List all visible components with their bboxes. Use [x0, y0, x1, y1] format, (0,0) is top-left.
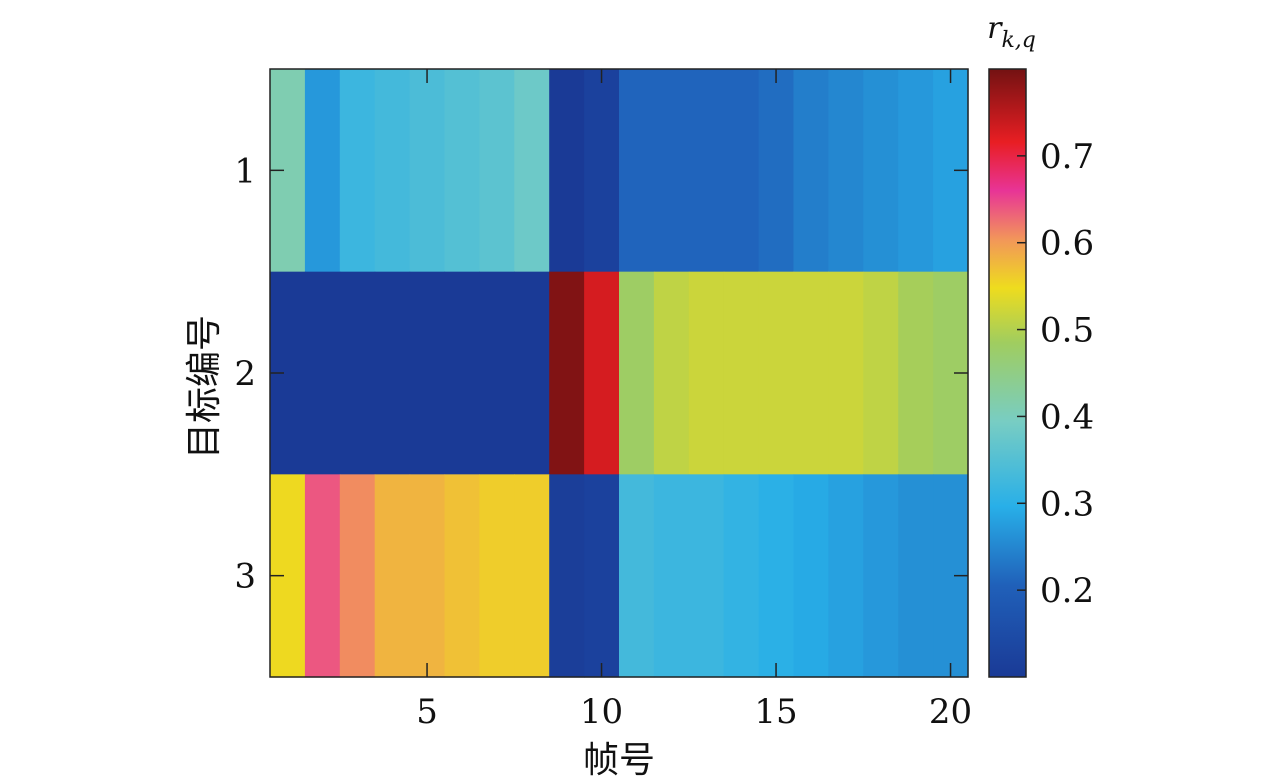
heatmap-cell — [514, 69, 550, 273]
heatmap-cell — [339, 474, 376, 678]
heatmap-cell — [653, 474, 690, 678]
heatmap-cell — [688, 271, 725, 475]
heatmap-cell — [793, 474, 829, 678]
heatmap-cell — [758, 271, 795, 475]
heatmap-cell — [723, 271, 760, 475]
heatmap-cell — [409, 69, 446, 273]
heatmap-cell — [444, 69, 480, 273]
heatmap-cell — [828, 69, 864, 273]
y-tick-label: 2 — [234, 354, 256, 394]
y-axis: 1 2 3 — [234, 151, 968, 597]
heatmap-cell — [619, 474, 655, 678]
colorbar-tick-label: 0.7 — [1040, 137, 1094, 177]
heatmap-cell — [304, 271, 341, 475]
heatmap-cell — [758, 69, 795, 273]
heatmap-cell — [898, 69, 934, 273]
heatmap-cell — [514, 271, 550, 475]
heatmap-cell — [723, 69, 760, 273]
heatmap-cell — [584, 474, 620, 678]
x-tick-label: 5 — [416, 692, 438, 732]
heatmap-cell — [304, 474, 341, 678]
x-tick-label: 20 — [929, 692, 972, 732]
colorbar-label: rk,q — [987, 11, 1036, 53]
heatmap-cell — [898, 474, 934, 678]
heatmap-cells — [270, 69, 969, 678]
colorbar — [988, 68, 1027, 678]
heatmap-cell — [863, 271, 899, 475]
colorbar-tick-label: 0.5 — [1040, 311, 1094, 351]
heatmap-cell — [479, 69, 515, 273]
heatmap-cell — [619, 69, 655, 273]
colorbar-tick-label: 0.2 — [1040, 571, 1094, 611]
y-tick-label: 1 — [234, 151, 256, 191]
x-axis: 5 10 15 20 — [416, 69, 972, 732]
heatmap-cell — [584, 271, 620, 475]
heatmap-cell — [514, 474, 550, 678]
colorbar-label-subscript: k,q — [1001, 28, 1035, 53]
heatmap-cell — [374, 69, 411, 273]
heatmap-cell — [549, 271, 585, 475]
heatmap-cell — [898, 271, 934, 475]
y-axis-label: 目标编号 — [184, 315, 225, 459]
heatmap-cell — [723, 474, 760, 678]
x-tick-label: 10 — [580, 692, 623, 732]
heatmap-cell — [758, 474, 795, 678]
heatmap-cell — [549, 474, 585, 678]
heatmap-cell — [688, 69, 725, 273]
heatmap-cell — [653, 271, 690, 475]
y-tick-label: 3 — [234, 557, 256, 597]
heatmap-cell — [479, 271, 515, 475]
heatmap-cell — [653, 69, 690, 273]
heatmap-cell — [584, 69, 620, 273]
heatmap-cell — [409, 271, 446, 475]
heatmap-cell — [339, 69, 376, 273]
colorbar-tick-label: 0.6 — [1040, 224, 1094, 264]
heatmap-cell — [374, 474, 411, 678]
heatmap-cell — [549, 69, 585, 273]
heatmap-cell — [444, 271, 480, 475]
heatmap-cell — [304, 69, 341, 273]
heatmap-cell — [339, 271, 376, 475]
heatmap-cell — [374, 271, 411, 475]
colorbar-tick-label: 0.4 — [1040, 397, 1094, 437]
heatmap-cell — [619, 271, 655, 475]
heatmap-cell — [688, 474, 725, 678]
heatmap-cell — [444, 474, 480, 678]
x-tick-label: 15 — [754, 692, 797, 732]
x-axis-label: 帧号 — [583, 740, 655, 781]
heatmap-cell — [479, 474, 515, 678]
heatmap-cell — [793, 271, 829, 475]
colorbar-label-base: r — [987, 11, 1003, 46]
colorbar-ticks: 0.2 0.3 0.4 0.5 0.6 0.7 — [1017, 137, 1094, 611]
heatmap-cell — [863, 474, 899, 678]
heatmap-cell — [793, 69, 829, 273]
heatmap-cell — [828, 474, 864, 678]
heatmap-cell — [409, 474, 446, 678]
heatmap-cell — [828, 271, 864, 475]
colorbar-tick-label: 0.3 — [1040, 484, 1094, 524]
heatmap-cell — [863, 69, 899, 273]
